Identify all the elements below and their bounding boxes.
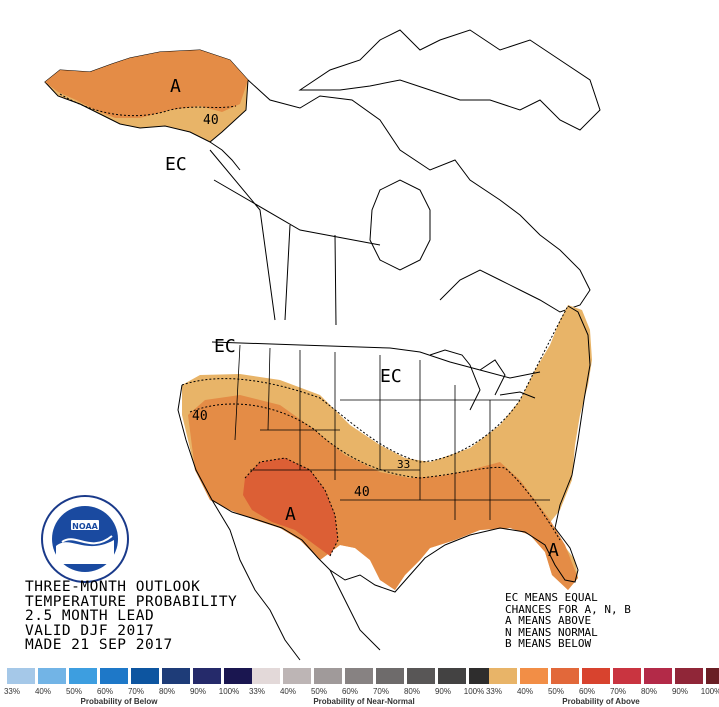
- conus-region: [177, 305, 592, 661]
- scale-above: 33% 40% 50% 60% 70% 80% 90% 100% Probability of…: [486, 668, 719, 706]
- scale-normal-swatch-4: [345, 668, 373, 684]
- scale-above-tick-3: 50%: [547, 687, 564, 696]
- legend-notes: EC MEANS EQUAL CHANCES FOR A, N, B A MEA…: [505, 592, 631, 650]
- scale-below-swatch-5: [131, 668, 159, 684]
- note-line-1: EC MEANS EQUAL: [505, 591, 598, 604]
- scale-below-swatch-3: [69, 668, 97, 684]
- scale-normal-tick-1: 33%: [248, 687, 265, 696]
- noaa-logo: NOAA: [41, 495, 129, 583]
- alaska-panhandle: [209, 141, 241, 171]
- scale-normal: 33% 40% 50% 60% 70% 80% 90% 100% Probability of…: [249, 668, 497, 706]
- title-line-5: MADE 21 SEP 2017: [25, 637, 173, 653]
- scale-below-tick-4: 60%: [96, 687, 113, 696]
- scale-normal-tick-8: 100%: [463, 687, 485, 696]
- scale-below-tick-7: 90%: [189, 687, 206, 696]
- scale-above-swatch-3: [551, 668, 579, 684]
- scale-normal-swatch-3: [314, 668, 342, 684]
- title-line-1: THREE-MONTH OUTLOOK: [25, 579, 201, 595]
- us-state-lines: [234, 344, 550, 520]
- ec-pacific-label: EC: [214, 336, 236, 357]
- temperature-outlook-map: A 40 EC EC EC 40 A 40 33 A: [44, 29, 601, 661]
- scale-above-bar: [489, 668, 719, 684]
- southern-plains-40-label: 40: [354, 485, 370, 500]
- note-line-4: N MEANS NORMAL: [505, 625, 598, 639]
- scale-below-swatch-6: [162, 668, 190, 684]
- scale-below-swatch-2: [38, 668, 66, 684]
- florida-above-label: A: [548, 540, 559, 561]
- title-line-2: TEMPERATURE PROBABILITY: [25, 593, 238, 610]
- scale-above-tick-1: 33%: [485, 687, 502, 696]
- scale-above-swatch-4: [582, 668, 610, 684]
- hudson-bay: [369, 179, 431, 271]
- scale-below-tick-5: 70%: [127, 687, 144, 696]
- scale-above-swatch-1: [489, 668, 517, 684]
- scale-normal-tick-2: 40%: [279, 687, 296, 696]
- scale-below-swatch-1: [7, 668, 35, 684]
- scale-above-swatch-6: [644, 668, 672, 684]
- title-line-3: 2.5 MONTH LEAD: [25, 608, 155, 624]
- scale-normal-swatch-2: [283, 668, 311, 684]
- west-40-label: 40: [192, 409, 208, 424]
- scale-above-swatch-2: [520, 668, 548, 684]
- scale-above-tick-6: 80%: [640, 687, 657, 696]
- scale-normal-bar: [252, 668, 500, 684]
- conus-above-50-area: [243, 458, 338, 556]
- scale-normal-swatch-1: [252, 668, 280, 684]
- province-lines: [209, 149, 381, 326]
- arctic-islands: [298, 29, 601, 131]
- conus-coastline: [177, 305, 591, 593]
- canada-mainland-coast: [247, 79, 591, 313]
- scale-normal-tick-6: 80%: [403, 687, 420, 696]
- alaska-40-label: 40: [203, 113, 219, 128]
- scale-normal-caption: Probability of Near-Normal: [313, 697, 415, 706]
- us-canada-border: [211, 341, 541, 379]
- scale-below-bar: [7, 668, 255, 684]
- scale-below-tick-1: 33%: [3, 687, 20, 696]
- scale-normal-tick-5: 70%: [372, 687, 389, 696]
- southwest-above-label: A: [285, 504, 296, 525]
- scale-above-tick-2: 40%: [516, 687, 533, 696]
- scale-below-caption: Probability of Below: [80, 697, 158, 706]
- note-line-5: B MEANS BELOW: [505, 637, 592, 650]
- scale-above-tick-5: 70%: [609, 687, 626, 696]
- title-line-4: VALID DJF 2017: [25, 622, 155, 639]
- canada-outline: [209, 29, 601, 326]
- scale-below-swatch-8: [224, 668, 252, 684]
- scale-below-tick-6: 80%: [158, 687, 175, 696]
- scale-below-swatch-7: [193, 668, 221, 684]
- ec-northwest-label: EC: [165, 154, 187, 175]
- contour-33-label: 33: [397, 458, 410, 471]
- alaska-region: [44, 49, 249, 171]
- scale-above-swatch-8: [706, 668, 719, 684]
- scale-normal-tick-3: 50%: [310, 687, 327, 696]
- scale-below-swatch-4: [100, 668, 128, 684]
- scale-below-tick-2: 40%: [34, 687, 51, 696]
- scale-below-tick-3: 50%: [65, 687, 82, 696]
- scale-below: 33% 40% 50% 60% 70% 80% 90% 100% Probability of…: [4, 668, 252, 706]
- alaska-above-40-area: [45, 50, 248, 118]
- scale-above-tick-8: 100%: [700, 687, 719, 696]
- scale-normal-tick-7: 90%: [434, 687, 451, 696]
- ec-central-label: EC: [380, 366, 402, 387]
- scale-normal-tick-4: 60%: [341, 687, 358, 696]
- svg-text:NOAA: NOAA: [72, 522, 98, 531]
- conus-above-40-area: [188, 395, 578, 590]
- scale-above-caption: Probability of Above: [562, 697, 640, 706]
- alaska-above-label: A: [170, 76, 181, 97]
- scale-above-swatch-7: [675, 668, 703, 684]
- scale-normal-swatch-6: [407, 668, 435, 684]
- scale-below-tick-8: 100%: [218, 687, 240, 696]
- scale-normal-swatch-5: [376, 668, 404, 684]
- great-lakes: [429, 349, 536, 411]
- note-line-2: CHANCES FOR A, N, B: [505, 602, 631, 616]
- scale-normal-swatch-7: [438, 668, 466, 684]
- scale-above-swatch-5: [613, 668, 641, 684]
- scale-above-tick-4: 60%: [578, 687, 595, 696]
- mexico-outline: [211, 499, 381, 661]
- note-line-3: A MEANS ABOVE: [505, 614, 592, 627]
- outlook-title-block: THREE-MONTH OUTLOOK TEMPERATURE PROBABIL…: [25, 580, 237, 653]
- scale-above-tick-7: 90%: [671, 687, 688, 696]
